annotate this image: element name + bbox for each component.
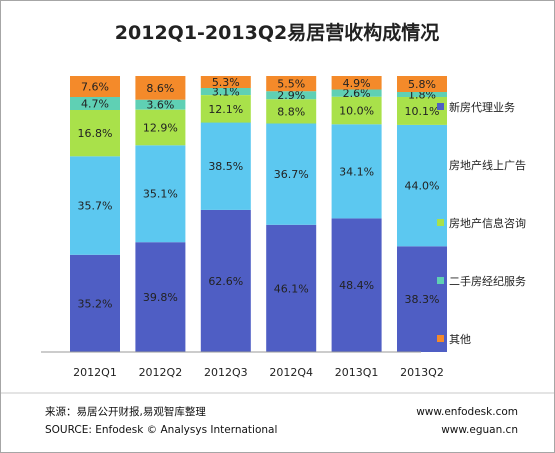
data-label-2012Q1-series-1: 35.7% <box>78 200 113 213</box>
bar-segment-2012Q2-series-3 <box>135 99 186 110</box>
bar-segment-2013Q2-series-0 <box>397 246 447 352</box>
legend-swatch-4 <box>437 335 444 342</box>
bar-segment-2012Q1-series-4 <box>70 76 120 97</box>
bar-segment-2012Q2-series-1 <box>135 145 186 243</box>
x-tick-label-2012Q3: 2012Q3 <box>204 366 248 379</box>
data-label-2012Q4-series-4: 5.5% <box>277 78 305 91</box>
bar-segment-2012Q2-series-4 <box>135 76 186 100</box>
source-cn: 来源：易居公开财报,易观智库整理 <box>45 405 206 418</box>
bar-segment-2012Q4-series-2 <box>266 99 317 124</box>
bar-segment-2013Q2-series-2 <box>397 97 447 125</box>
data-label-2012Q2-series-3: 3.6% <box>146 99 174 112</box>
bar-segment-2013Q2-series-4 <box>397 76 447 92</box>
data-label-2012Q4-series-2: 8.8% <box>277 105 305 118</box>
bar-segment-2012Q3-series-4 <box>200 76 251 88</box>
data-label-2012Q2-series-1: 35.1% <box>143 188 178 201</box>
data-label-2013Q2-series-4: 5.8% <box>408 78 436 91</box>
data-label-2012Q1-series-0: 35.2% <box>78 297 113 310</box>
data-label-2013Q2-series-2: 10.1% <box>405 105 440 118</box>
data-label-2012Q1-series-4: 7.6% <box>81 81 109 94</box>
data-label-2012Q4-series-1: 36.7% <box>274 168 309 181</box>
bar-segment-2013Q1-series-2 <box>331 96 382 125</box>
data-label-2013Q2-series-1: 44.0% <box>405 180 440 193</box>
bar-segment-2012Q2-series-0 <box>135 242 186 352</box>
data-label-2013Q1-series-4: 4.9% <box>343 77 371 90</box>
source-site-enfodesk: www.enfodesk.com <box>416 406 518 418</box>
source-site-eguan: www.eguan.cn <box>441 424 518 436</box>
x-tick-label-2012Q1: 2012Q1 <box>73 366 117 379</box>
bar-segment-2013Q2-series-3 <box>397 92 447 97</box>
data-label-2013Q1-series-2: 10.0% <box>339 105 374 118</box>
data-label-2013Q1-series-3: 2.6% <box>343 87 371 100</box>
legend-label-1: 房地产线上广告 <box>449 158 526 172</box>
legend-label-3: 二手房经纪服务 <box>449 274 526 288</box>
data-label-2013Q1-series-1: 34.1% <box>339 165 374 178</box>
bar-segment-2012Q4-series-4 <box>266 76 317 92</box>
data-label-2012Q2-series-2: 12.9% <box>143 122 178 135</box>
data-label-2012Q3-series-2: 12.1% <box>208 103 243 116</box>
data-label-2013Q2-series-0: 38.3% <box>405 293 440 306</box>
bar-segment-2013Q1-series-1 <box>331 124 382 219</box>
data-label-2012Q3-series-3: 3.1% <box>212 86 240 99</box>
legend-swatch-0 <box>437 103 444 110</box>
data-label-2012Q2-series-0: 39.8% <box>143 291 178 304</box>
data-label-2012Q3-series-4: 5.3% <box>212 76 240 89</box>
bar-segment-2012Q1-series-1 <box>70 156 120 255</box>
data-label-2012Q1-series-2: 16.8% <box>78 127 113 140</box>
x-tick-label-2012Q4: 2012Q4 <box>269 366 313 379</box>
plot-area: 35.2% 35.7% 16.8% 4.7% 7.6% 2012Q1 39.8% 35.1% 1… <box>70 76 447 379</box>
bar-segment-2013Q1-series-4 <box>331 76 382 90</box>
bar-segment-2012Q3-series-3 <box>200 88 251 95</box>
x-tick-label-2013Q1: 2013Q1 <box>335 366 379 379</box>
x-tick-label-2012Q2: 2012Q2 <box>139 366 183 379</box>
data-label-2012Q4-series-0: 46.1% <box>274 282 309 295</box>
bar-segment-2012Q1-series-2 <box>70 109 120 157</box>
data-label-2012Q4-series-3: 2.9% <box>277 89 305 102</box>
bar-segment-2012Q4-series-1 <box>266 123 317 225</box>
data-label-2012Q3-series-0: 62.6% <box>208 275 243 288</box>
legend-swatch-1 <box>437 161 444 168</box>
bar-segment-2012Q3-series-1 <box>200 122 251 210</box>
bar-segment-2013Q1-series-0 <box>331 218 382 352</box>
legend-swatch-2 <box>437 219 444 226</box>
x-tick-label-2013Q2: 2013Q2 <box>400 366 444 379</box>
bar-segment-2012Q3-series-2 <box>200 95 251 123</box>
legend-label-0: 新房代理业务 <box>449 100 515 114</box>
data-label-2012Q1-series-3: 4.7% <box>81 98 109 111</box>
bar-segment-2013Q1-series-3 <box>331 89 382 97</box>
legend-swatch-3 <box>437 277 444 284</box>
chart-title: 2012Q1-2013Q2易居营收构成情况 <box>115 21 439 44</box>
bar-segment-2012Q4-series-3 <box>266 91 317 100</box>
bar-segment-2012Q1-series-0 <box>70 254 120 352</box>
data-label-2012Q2-series-4: 8.6% <box>146 82 174 95</box>
source-en: SOURCE: Enfodesk © Analysys Internationa… <box>45 424 277 436</box>
bar-segment-2012Q1-series-3 <box>70 97 120 110</box>
bar-segment-2012Q2-series-2 <box>135 109 186 146</box>
data-label-2013Q1-series-0: 48.4% <box>339 279 374 292</box>
legend-label-2: 房地产信息咨询 <box>449 216 526 230</box>
data-label-2012Q3-series-1: 38.5% <box>208 160 243 173</box>
legend-label-4: 其他 <box>449 333 471 346</box>
bar-segment-2012Q3-series-0 <box>200 209 251 352</box>
bar-segment-2013Q2-series-1 <box>397 124 447 247</box>
bar-segment-2012Q4-series-0 <box>266 224 317 352</box>
